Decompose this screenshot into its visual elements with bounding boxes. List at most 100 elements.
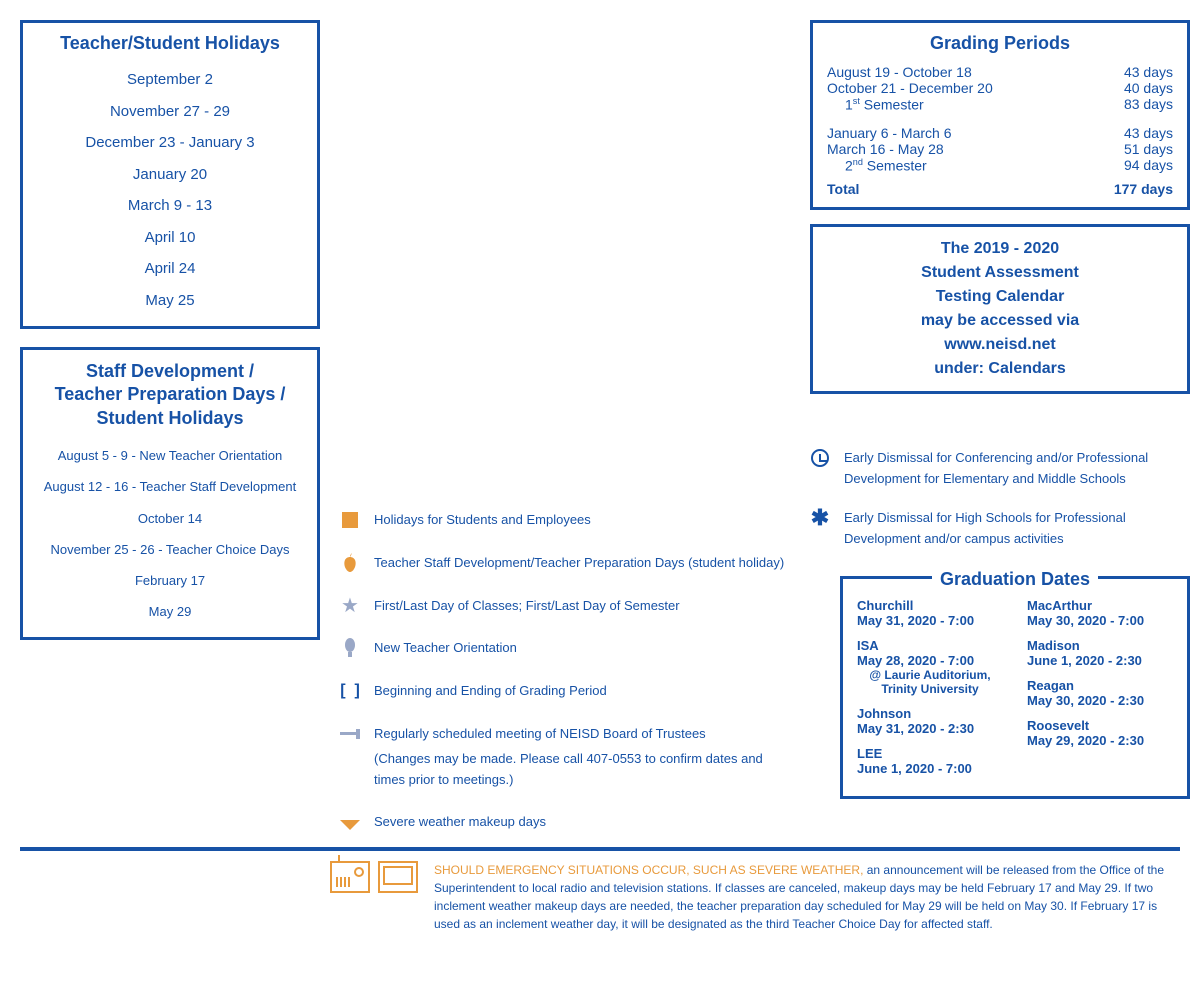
holidays-title: Teacher/Student Holidays	[37, 33, 303, 54]
grad-entry: MacArthur May 30, 2020 - 7:00	[1027, 598, 1173, 628]
radio-icon	[330, 861, 370, 893]
legend-early-dismissal-hs: ✱ Early Dismissal for High Schools for P…	[810, 508, 1190, 550]
legend-text: Early Dismissal for High Schools for Pro…	[844, 508, 1190, 550]
grad-name: Churchill	[857, 598, 1003, 613]
grad-name: Roosevelt	[1027, 718, 1173, 733]
legend-teacher-dev: Teacher Staff Development/Teacher Prepar…	[340, 553, 790, 574]
legend-board-text: Regularly scheduled meeting of NEISD Boa…	[374, 726, 706, 741]
grad-date: June 1, 2020 - 7:00	[857, 761, 1003, 776]
testing-line: Testing Calendar	[827, 285, 1173, 309]
grading-label: October 21 - December 20	[827, 80, 993, 96]
footer: SHOULD EMERGENCY SITUATIONS OCCUR, SUCH …	[20, 847, 1180, 933]
grad-col-right: MacArthur May 30, 2020 - 7:00 Madison Ju…	[1027, 598, 1173, 786]
grad-name: MacArthur	[1027, 598, 1173, 613]
holidays-box: Teacher/Student Holidays September 2 Nov…	[20, 20, 320, 329]
grad-date: May 31, 2020 - 7:00	[857, 613, 1003, 628]
grading-label: 1st Semester	[827, 96, 924, 113]
legend-early-dismissal-elem: Early Dismissal for Conferencing and/or …	[810, 448, 1190, 490]
legend-text: First/Last Day of Classes; First/Last Da…	[374, 596, 790, 617]
grading-row: August 19 - October 18 43 days	[827, 64, 1173, 80]
staff-item: May 29	[37, 596, 303, 627]
holiday-item: May 25	[37, 285, 303, 317]
triangle-icon	[340, 812, 360, 832]
footer-emph: SHOULD EMERGENCY SITUATIONS OCCUR, SUCH …	[434, 863, 863, 877]
legend-text: Regularly scheduled meeting of NEISD Boa…	[374, 724, 790, 790]
testing-line: under: Calendars	[827, 357, 1173, 381]
grad-entry: LEE June 1, 2020 - 7:00	[857, 746, 1003, 776]
grading-row: March 16 - May 2851 days	[827, 141, 1173, 157]
staff-item: November 25 - 26 - Teacher Choice Days	[37, 534, 303, 565]
graduation-box: Graduation Dates Churchill May 31, 2020 …	[840, 576, 1190, 799]
grad-date: May 30, 2020 - 2:30	[1027, 693, 1173, 708]
apple-icon	[340, 553, 360, 573]
grading-label: January 6 - March 6	[827, 125, 952, 141]
legend-text: Severe weather makeup days	[374, 812, 790, 833]
holiday-item: November 27 - 29	[37, 96, 303, 128]
grad-col-left: Churchill May 31, 2020 - 7:00 ISA May 28…	[857, 598, 1003, 786]
grad-date: May 31, 2020 - 2:30	[857, 721, 1003, 736]
grad-entry: Madison June 1, 2020 - 2:30	[1027, 638, 1173, 668]
grad-entry: ISA May 28, 2020 - 7:00 @ Laurie Auditor…	[857, 638, 1003, 696]
grad-name: ISA	[857, 638, 1003, 653]
bulb-icon	[340, 638, 360, 658]
testing-line: Student Assessment	[827, 261, 1173, 285]
bar-icon	[340, 724, 360, 744]
legend-text: Early Dismissal for Conferencing and/or …	[844, 448, 1190, 490]
staff-item: February 17	[37, 565, 303, 596]
grading-box: Grading Periods August 19 - October 1843…	[810, 20, 1190, 210]
staff-box: Staff Development /Teacher Preparation D…	[20, 347, 320, 640]
staff-list: August 5 - 9 - New Teacher Orientation A…	[37, 440, 303, 627]
legend: Holidays for Students and Employees Teac…	[340, 510, 790, 833]
legend-text: New Teacher Orientation	[374, 638, 790, 659]
holiday-item: December 23 - January 3	[37, 127, 303, 159]
grad-entry: Reagan May 30, 2020 - 2:30	[1027, 678, 1173, 708]
grading-total: Total 177 days	[827, 181, 1173, 197]
asterisk-icon: ✱	[810, 508, 830, 528]
main-grid: Teacher/Student Holidays September 2 Nov…	[20, 20, 1180, 833]
grading-label: March 16 - May 28	[827, 141, 944, 157]
grading-days: 43 days	[1124, 64, 1173, 80]
grad-date: May 30, 2020 - 7:00	[1027, 613, 1173, 628]
grading-days: 83 days	[1124, 96, 1173, 113]
graduation-title: Graduation Dates	[932, 569, 1098, 590]
total-days: 177 days	[1114, 181, 1173, 197]
grad-name: LEE	[857, 746, 1003, 761]
tv-icon	[378, 861, 418, 893]
grading-label: August 19 - October 18	[827, 64, 972, 80]
legend-board-sub: (Changes may be made. Please call 407-05…	[374, 749, 790, 791]
grad-date: June 1, 2020 - 2:30	[1027, 653, 1173, 668]
testing-line: www.neisd.net	[827, 333, 1173, 357]
legend-text: Beginning and Ending of Grading Period	[374, 681, 790, 702]
holiday-item: April 24	[37, 253, 303, 285]
total-label: Total	[827, 181, 859, 197]
staff-item: August 5 - 9 - New Teacher Orientation	[37, 440, 303, 471]
gap	[827, 113, 1173, 125]
grad-date: May 28, 2020 - 7:00	[857, 653, 1003, 668]
legend-weather: Severe weather makeup days	[340, 812, 790, 833]
grad-date: May 29, 2020 - 2:30	[1027, 733, 1173, 748]
holiday-item: January 20	[37, 159, 303, 191]
legend-first-last: ★ First/Last Day of Classes; First/Last …	[340, 596, 790, 617]
testing-box: The 2019 - 2020 Student Assessment Testi…	[810, 224, 1190, 394]
grad-entry: Roosevelt May 29, 2020 - 2:30	[1027, 718, 1173, 748]
footer-icons	[330, 861, 418, 893]
legend-board: Regularly scheduled meeting of NEISD Boa…	[340, 724, 790, 790]
footer-text: SHOULD EMERGENCY SITUATIONS OCCUR, SUCH …	[434, 861, 1180, 933]
holiday-item: September 2	[37, 64, 303, 96]
legend-holidays: Holidays for Students and Employees	[340, 510, 790, 531]
brackets-icon: [ ]	[340, 681, 360, 701]
grading-days: 40 days	[1124, 80, 1173, 96]
legend-text: Holidays for Students and Employees	[374, 510, 790, 531]
left-column: Teacher/Student Holidays September 2 Nov…	[20, 20, 320, 640]
legend-text: Teacher Staff Development/Teacher Prepar…	[374, 553, 790, 574]
grad-entry: Johnson May 31, 2020 - 2:30	[857, 706, 1003, 736]
grading-days: 43 days	[1124, 125, 1173, 141]
holiday-item: April 10	[37, 222, 303, 254]
grading-row: 1st Semester 83 days	[827, 96, 1173, 113]
star-icon: ★	[340, 596, 360, 616]
holidays-list: September 2 November 27 - 29 December 23…	[37, 64, 303, 316]
right-legend: Early Dismissal for Conferencing and/or …	[810, 448, 1190, 549]
testing-line: may be accessed via	[827, 309, 1173, 333]
grad-name: Madison	[1027, 638, 1173, 653]
testing-line: The 2019 - 2020	[827, 237, 1173, 261]
